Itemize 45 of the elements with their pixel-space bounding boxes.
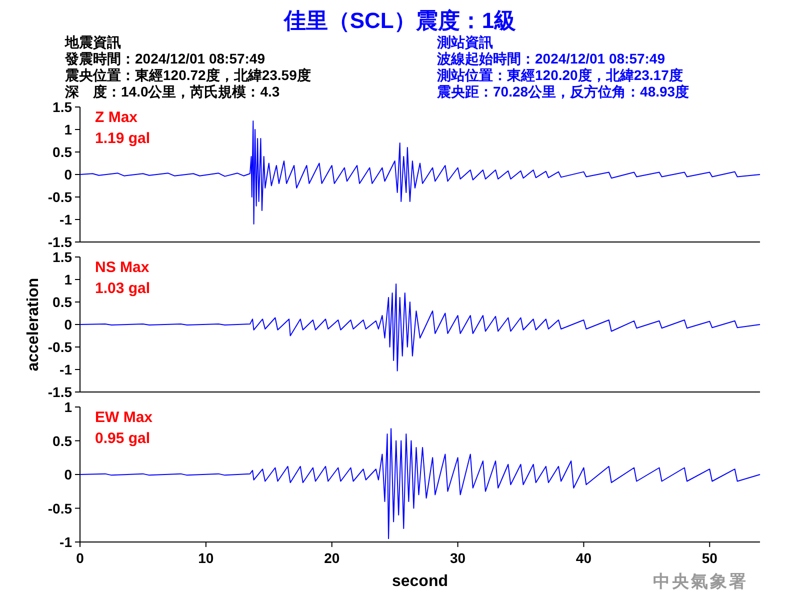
x-tick-label: 20 — [324, 550, 340, 566]
annotation: NS Max — [95, 259, 150, 276]
y-tick-label: 0.5 — [52, 432, 72, 449]
text: 波線起始時間：2024/12/01 08:57:49 — [436, 50, 666, 66]
x-tick-label: 0 — [76, 550, 84, 566]
line-series — [80, 284, 760, 372]
text: 佳里（SCL）震度：1級 — [282, 8, 516, 33]
y-tick-label: -0.5 — [48, 500, 72, 516]
y-tick-label: 0.5 — [52, 294, 72, 310]
text: 震央距：70.28公里，反方位角：48.93度 — [436, 84, 690, 100]
text: 震央位置：東經120.72度，北緯23.59度 — [64, 67, 311, 83]
text: 中央氣象署 — [653, 572, 748, 591]
line-series — [80, 428, 760, 540]
y-tick-label: 1 — [64, 122, 72, 138]
y-tick-label: 1.5 — [52, 249, 72, 265]
x-tick-label: 10 — [198, 550, 214, 566]
y-tick-label: 1 — [64, 399, 72, 415]
x-tick-label: 50 — [702, 550, 718, 566]
annotation: 0.95 gal — [95, 430, 150, 447]
annotation: EW Max — [95, 409, 154, 426]
y-tick-label: 0.5 — [52, 144, 72, 160]
y-tick-label: -1.5 — [48, 384, 72, 400]
text: 測站位置：東經120.20度，北緯23.17度 — [436, 67, 683, 83]
y-tick-label: 0 — [64, 316, 72, 332]
annotation: 1.03 gal — [95, 280, 150, 297]
y-tick-label: 1 — [64, 272, 72, 288]
text: 地震資訊 — [64, 34, 121, 50]
y-tick-label: -1.5 — [48, 234, 72, 250]
x-tick-label: 40 — [576, 550, 592, 566]
y-tick-label: 1.5 — [52, 99, 72, 115]
text: 深 度：14.0公里，芮氏規模：4.3 — [64, 84, 280, 100]
x-axis-title: second — [392, 573, 448, 590]
annotation: 1.19 gal — [95, 130, 150, 147]
y-tick-label: -1 — [60, 534, 72, 550]
y-tick-label: -0.5 — [48, 189, 72, 205]
x-tick-label: 30 — [450, 550, 466, 566]
annotation: Z Max — [95, 109, 138, 126]
text: 發震時間：2024/12/01 08:57:49 — [64, 50, 266, 66]
y-tick-label: 0 — [64, 166, 72, 182]
y-tick-label: 0 — [64, 466, 72, 482]
y-axis-title: acceleration — [25, 278, 42, 372]
y-tick-label: -1 — [60, 362, 72, 378]
y-tick-label: -1 — [60, 212, 72, 228]
y-tick-label: -0.5 — [48, 339, 72, 355]
text: 測站資訊 — [436, 34, 493, 50]
